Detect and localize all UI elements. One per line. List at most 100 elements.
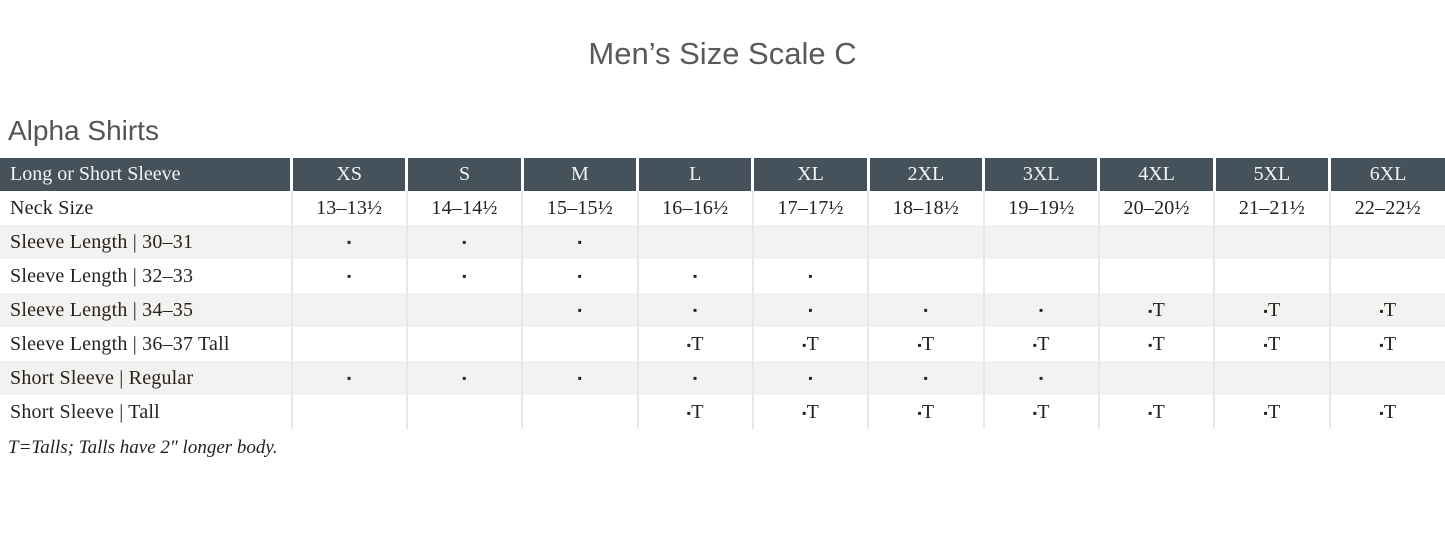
size-value-cell: 18–18½ [867, 191, 984, 225]
empty-cell [1328, 259, 1445, 293]
square-bullet-icon: ▪ [692, 371, 698, 385]
square-bullet-icon: ▪ [1032, 337, 1038, 352]
square-bullet-icon: ▪ [802, 337, 807, 352]
empty-cell [405, 327, 523, 361]
size-value-cell: 13–13½ [290, 191, 407, 225]
square-bullet-icon: ▪ [577, 371, 583, 385]
tall-letter: T [691, 400, 704, 423]
tall-letter: T [806, 400, 819, 423]
size-chart-table: Long or Short Sleeve XS S M L XL 2XL 3XL 4XL 5XL 6… [0, 158, 1445, 429]
tall-mark-cell: ▪T [751, 327, 869, 361]
tall-letter: T [806, 332, 819, 355]
dot-mark-cell: ▪ [982, 293, 1099, 327]
empty-cell [290, 395, 407, 429]
square-bullet-icon: ▪ [808, 269, 813, 283]
square-bullet-icon: ▪ [808, 371, 813, 385]
tall-mark-cell: ▪T [867, 327, 984, 361]
tall-letter: T [691, 332, 704, 355]
empty-cell [1097, 361, 1215, 395]
empty-cell [405, 293, 523, 327]
header-corner-label: Long or Short Sleeve [0, 158, 292, 191]
table-row: Neck Size 13–13½ 14–14½ 15–15½ 16–16½ 17–17½ 1… [0, 191, 1445, 225]
square-bullet-icon: ▪ [346, 269, 352, 283]
header-size-l: L [636, 158, 753, 191]
size-value-cell: 17–17½ [751, 191, 869, 225]
square-bullet-icon: ▪ [1263, 303, 1268, 318]
empty-cell [636, 225, 753, 259]
tall-letter: T [1152, 298, 1166, 321]
empty-cell [521, 395, 638, 429]
header-size-xs: XS [289, 158, 407, 191]
square-bullet-icon: ▪ [462, 235, 467, 249]
dot-mark-cell: ▪ [636, 361, 753, 395]
size-value-cell: 20–20½ [1097, 191, 1215, 225]
empty-cell [982, 259, 1099, 293]
tall-letter: T [1152, 332, 1166, 355]
square-bullet-icon: ▪ [686, 405, 692, 420]
tall-mark-cell: ▪T [1213, 293, 1330, 327]
square-bullet-icon: ▪ [1379, 303, 1384, 318]
footnote: T=Talls; Talls have 2″ longer body. [8, 437, 278, 458]
row-label: Neck Size [10, 196, 94, 219]
tall-mark-cell: ▪T [1328, 293, 1445, 327]
empty-cell [1097, 225, 1215, 259]
square-bullet-icon: ▪ [692, 269, 698, 283]
table-body: Neck Size 13–13½ 14–14½ 15–15½ 16–16½ 17–17½ 1… [0, 191, 1445, 429]
dot-mark-cell: ▪ [405, 225, 523, 259]
square-bullet-icon: ▪ [462, 371, 467, 385]
square-bullet-icon: ▪ [1379, 405, 1384, 420]
dot-mark-cell: ▪ [405, 361, 523, 395]
size-value-cell: 22–22½ [1328, 191, 1445, 225]
empty-cell [290, 327, 407, 361]
tall-letter: T [1383, 298, 1397, 321]
empty-cell [1328, 225, 1445, 259]
empty-cell [867, 259, 984, 293]
header-size-3xl: 3XL [982, 158, 1099, 191]
tall-mark-cell: ▪T [982, 327, 1099, 361]
row-label: Sleeve Length | 36–37 Tall [10, 332, 230, 355]
size-value-cell: 21–21½ [1213, 191, 1330, 225]
empty-cell [867, 225, 984, 259]
dot-mark-cell: ▪ [290, 259, 407, 293]
dot-mark-cell: ▪ [290, 225, 407, 259]
header-size-4xl: 4XL [1097, 158, 1215, 191]
empty-cell [1097, 259, 1215, 293]
tall-mark-cell: ▪T [867, 395, 984, 429]
square-bullet-icon: ▪ [802, 405, 807, 420]
row-label: Sleeve Length | 34–35 [10, 298, 194, 321]
square-bullet-icon: ▪ [1263, 337, 1268, 352]
tall-mark-cell: ▪T [1097, 327, 1215, 361]
square-bullet-icon: ▪ [1148, 405, 1153, 420]
size-value-cell: 19–19½ [982, 191, 1099, 225]
tall-mark-cell: ▪T [1328, 327, 1445, 361]
empty-cell [290, 293, 407, 327]
table-header: Long or Short Sleeve XS S M L XL 2XL 3XL 4XL 5XL 6… [0, 158, 1445, 191]
empty-cell [1213, 361, 1330, 395]
square-bullet-icon: ▪ [686, 337, 692, 352]
square-bullet-icon: ▪ [1148, 337, 1153, 352]
size-value-cell: 14–14½ [405, 191, 523, 225]
square-bullet-icon: ▪ [923, 303, 929, 317]
dot-mark-cell: ▪ [636, 259, 753, 293]
tall-mark-cell: ▪T [1097, 395, 1215, 429]
table-row: Sleeve Length | 34–35 ▪ ▪ ▪ ▪ ▪ ▪T ▪T ▪T [0, 293, 1445, 327]
tall-letter: T [1383, 400, 1397, 423]
header-size-m: M [520, 158, 638, 191]
row-label: Short Sleeve | Tall [10, 400, 160, 423]
tall-mark-cell: ▪T [636, 395, 753, 429]
square-bullet-icon: ▪ [808, 303, 813, 317]
header-size-2xl: 2XL [866, 158, 984, 191]
dot-mark-cell: ▪ [982, 361, 1099, 395]
square-bullet-icon: ▪ [577, 235, 583, 249]
table-row: Sleeve Length | 32–33 ▪ ▪ ▪ ▪ ▪ [0, 259, 1445, 293]
page-title: Men’s Size Scale C [588, 36, 857, 71]
square-bullet-icon: ▪ [1379, 337, 1384, 352]
empty-cell [405, 395, 523, 429]
tall-mark-cell: ▪T [1097, 293, 1215, 327]
dot-mark-cell: ▪ [751, 259, 869, 293]
tall-letter: T [1383, 332, 1397, 355]
square-bullet-icon: ▪ [577, 303, 583, 317]
size-value-cell: 16–16½ [636, 191, 753, 225]
header-row: Long or Short Sleeve XS S M L XL 2XL 3XL 4XL 5XL 6… [0, 158, 1445, 191]
tall-mark-cell: ▪T [636, 327, 753, 361]
